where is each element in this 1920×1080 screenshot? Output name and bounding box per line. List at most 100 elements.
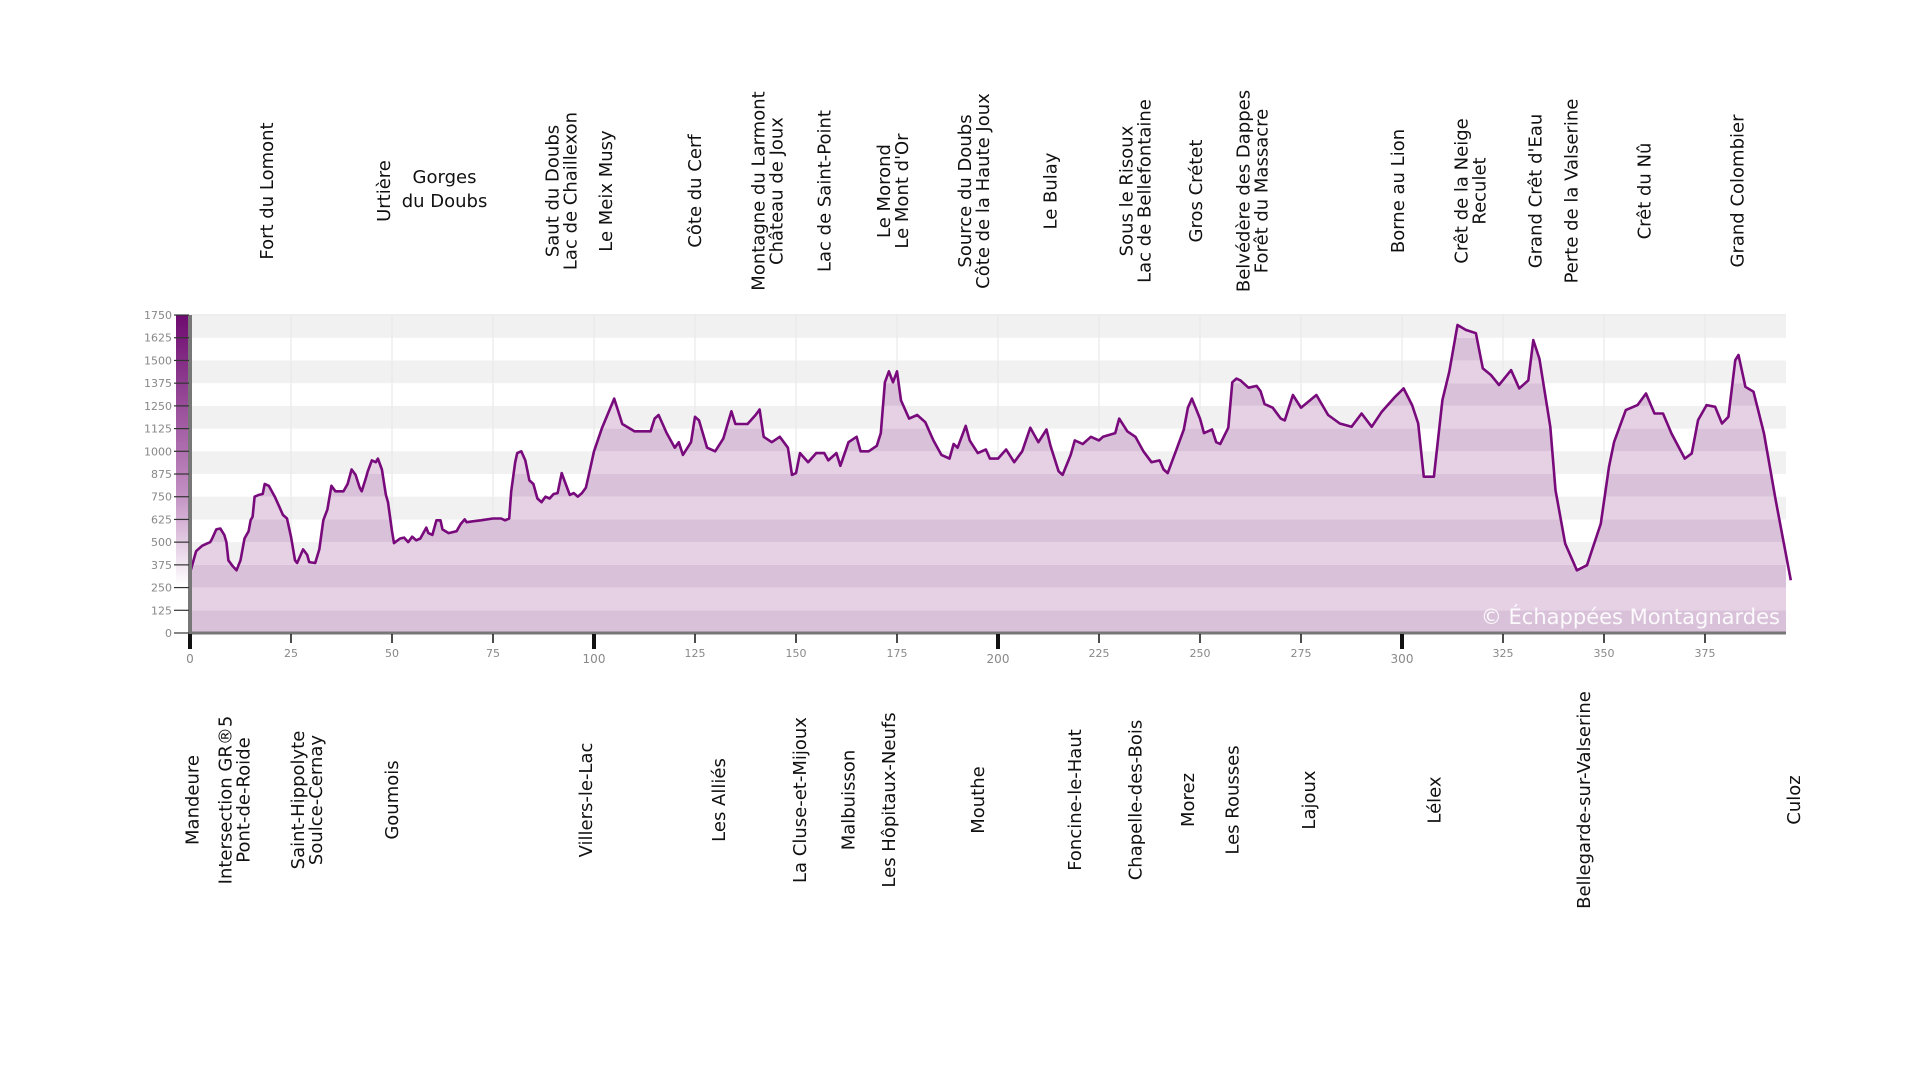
bottom-annotation: Lajoux [1299,770,1320,829]
fill-band [190,496,1786,520]
bottom-annotation-group: Goumois [382,760,403,839]
y-tick-label: 1625 [144,332,172,345]
bottom-annotation: Les Rousses [1222,745,1243,854]
y-tick-label: 1250 [144,400,172,413]
top-annotation: Sous le Risoux [1116,125,1137,256]
x-tick-label: 275 [1291,647,1312,660]
y-tick-label: 875 [151,468,172,481]
bottom-annotation-group: Lajoux [1299,770,1320,829]
x-tick-label: 375 [1695,647,1716,660]
top-annotation: Gorges [413,167,477,188]
x-tick-label: 150 [786,647,807,660]
x-tick-label: 250 [1190,647,1211,660]
bottom-annotation: Goumois [382,760,403,839]
bottom-annotation: Les Alliés [709,758,730,842]
elevation-line [188,323,1793,581]
top-annotation: Borne au Lion [1388,129,1409,253]
top-annotation: Lac de Chaillexon [561,112,582,270]
x-tick-label: 25 [284,647,298,660]
top-annotation: Grand Colombier [1727,114,1748,268]
top-annotation: Lac de Bellefontaine [1134,99,1155,283]
x-tick-label: 100 [583,652,606,666]
x-tick-label: 350 [1594,647,1615,660]
bottom-annotation: Les Hôpitaux-Neufs [879,712,900,887]
top-annotation-group: Perte de la Valserine [1562,99,1583,284]
bottom-annotation-group: Lélex [1424,776,1445,824]
bottom-annotation: Culoz [1784,775,1805,824]
y-tick-label: 1000 [144,445,172,458]
top-annotation: Saut du Doubs [543,125,564,257]
top-annotation-group: Le Bulay [1041,152,1062,229]
top-annotation: Fort du Lomont [257,122,278,259]
bottom-annotation: Mouthe [968,766,989,834]
bottom-annotation: Malbuisson [839,750,860,851]
top-annotation: Gros Crétet [1186,140,1207,243]
x-tick-label: 75 [486,647,500,660]
y-tick-label: 1125 [144,423,172,436]
y-tick-label: 375 [151,559,172,572]
bottom-annotation-group: Les Alliés [709,758,730,842]
top-annotation: Urtière [374,160,395,222]
bottom-annotation: La Cluse-et-Mijoux [790,717,811,883]
fill-band [190,587,1786,611]
top-annotation: Le Mont d'Or [892,133,913,249]
top-annotation: Perte de la Valserine [1562,99,1583,284]
bottom-annotation: Chapelle-des-Bois [1125,720,1146,881]
x-tick-label: 50 [385,647,399,660]
bottom-annotation: Pont-de-Roide [233,737,254,862]
bottom-annotation-group: La Cluse-et-Mijoux [790,717,811,883]
x-tick-label: 125 [685,647,706,660]
axes: 0125250375500625750875100011251250137515… [144,309,1786,666]
x-tick-label: 225 [1089,647,1110,660]
y-tick-label: 0 [165,627,172,640]
bottom-annotation: Soulce-Cernay [306,735,327,865]
bottom-annotation-group: Bellegarde-sur-Valserine [1574,691,1595,909]
bottom-annotation-group: Les Rousses [1222,745,1243,854]
annotations: Fort du Lomont Urtière Gorges du Doubs Saut … [182,90,1804,909]
fill-band [190,337,1786,361]
top-annotation: Le Morond [874,144,895,238]
top-annotation-group: Fort du Lomont [257,122,278,259]
top-annotation-group: Urtière [374,160,395,222]
top-annotation: Montagne du Larmont [749,91,770,290]
top-annotation: Crêt de la Neige [1452,118,1473,263]
top-annotation: du Doubs [402,191,488,212]
top-annotation: Reculet [1470,157,1491,224]
bottom-annotation: Lélex [1424,776,1445,824]
bottom-annotation: Bellegarde-sur-Valserine [1574,691,1595,909]
fill-band [190,519,1786,543]
bottom-annotation: Foncine-le-Haut [1065,729,1086,871]
bottom-annotation: Villers-le-Lac [576,743,597,858]
top-annotation: Lac de Saint-Point [814,110,835,272]
y-tick-label: 500 [151,536,172,549]
top-annotation: Crêt du Nû [1634,143,1655,240]
bottom-annotation-group: Foncine-le-Haut [1065,729,1086,871]
top-annotation: Château de Joux [767,117,788,265]
top-annotation-group: Crêt du Nû [1634,143,1655,240]
top-annotation: Le Meix Musy [596,130,617,252]
fill-band [190,564,1786,588]
fill-band [190,428,1786,452]
top-annotation-group: Le Meix Musy [596,130,617,252]
top-annotation-group: Borne au Lion [1388,129,1409,253]
x-tick-label: 0 [186,652,194,666]
y-tick-label: 1375 [144,377,172,390]
bottom-annotation: Saint-Hippolyte [288,731,309,870]
x-tick-label: 300 [1391,652,1414,666]
bottom-annotation-group: Morez [1178,773,1199,827]
bottom-annotation: Mandeure [182,755,203,845]
top-annotation-group: Grand Crêt d'Eau [1525,114,1546,269]
fill-band [190,474,1786,497]
top-annotation: Côte de la Haute Joux [973,93,994,289]
bottom-annotation-group: Malbuisson [839,750,860,851]
y-tick-label: 1750 [144,309,172,322]
y-tick-label: 1500 [144,354,172,367]
bottom-annotation-group: Mandeure [182,755,203,845]
bottom-annotation: Morez [1178,773,1199,827]
